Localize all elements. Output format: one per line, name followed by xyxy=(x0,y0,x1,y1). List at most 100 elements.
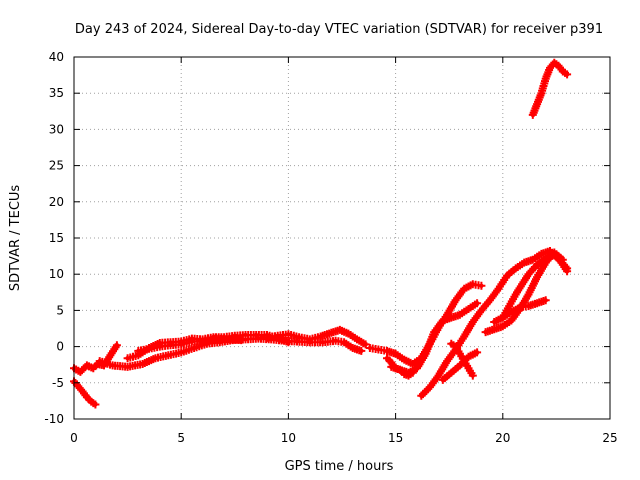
data-point xyxy=(440,377,445,383)
data-point xyxy=(179,350,184,355)
data-point xyxy=(296,335,302,340)
data-point xyxy=(318,334,323,339)
data-point xyxy=(545,254,550,259)
data-point xyxy=(91,366,96,371)
series-arc-p xyxy=(528,58,572,119)
x-tick-label: 10 xyxy=(281,431,296,445)
data-point xyxy=(496,286,501,291)
series-arc-b xyxy=(70,377,100,409)
data-point xyxy=(474,350,480,355)
data-point xyxy=(275,333,280,338)
data-point xyxy=(80,389,85,394)
data-point xyxy=(466,366,471,371)
data-point xyxy=(534,274,540,280)
tick-layer: 0 5 10 15 20 25 -10 -5 0 5 10 15 20 25 30 35 40 xyxy=(44,50,617,445)
data-point xyxy=(354,337,360,342)
data-point xyxy=(457,351,463,356)
series-arc-e xyxy=(134,334,246,355)
data-point xyxy=(146,346,152,351)
chart-title: Day 243 of 2024, Sidereal Day-to-day VTE… xyxy=(75,22,603,37)
y-tick-label: 0 xyxy=(56,340,64,354)
data-point xyxy=(474,301,480,306)
series-arc-i xyxy=(383,354,417,380)
data-point xyxy=(500,315,505,320)
data-point xyxy=(239,337,244,343)
data-point xyxy=(479,308,484,313)
series-arc-f xyxy=(263,325,370,349)
data-point xyxy=(337,327,343,333)
data-point xyxy=(84,395,90,400)
series-arc-j xyxy=(417,247,572,400)
data-point xyxy=(462,334,467,339)
data-point xyxy=(397,367,403,372)
data-point xyxy=(543,76,548,81)
data-point xyxy=(552,253,557,258)
data-point xyxy=(414,366,420,371)
data-point xyxy=(449,370,454,375)
data-point xyxy=(78,369,83,375)
data-point xyxy=(564,72,570,77)
data-point xyxy=(530,112,535,118)
data-point xyxy=(402,357,407,362)
data-point xyxy=(97,358,102,364)
data-point xyxy=(483,329,488,335)
series-markers xyxy=(490,296,550,326)
data-point xyxy=(509,318,514,323)
y-tick-label: 25 xyxy=(49,159,64,173)
y-tick-label: 40 xyxy=(49,50,64,64)
x-tick-label: 15 xyxy=(388,431,403,445)
data-point xyxy=(359,348,364,354)
data-point xyxy=(286,340,291,345)
data-point xyxy=(449,341,454,346)
data-point xyxy=(444,312,450,317)
data-point xyxy=(125,364,130,370)
series-arc-k xyxy=(447,339,477,380)
data-point xyxy=(264,335,270,341)
data-point xyxy=(226,337,231,342)
data-point xyxy=(286,332,291,337)
data-point xyxy=(462,286,467,291)
data-point xyxy=(504,273,510,278)
data-point xyxy=(534,301,540,306)
data-point xyxy=(564,266,570,271)
x-tick-label: 20 xyxy=(495,431,510,445)
data-point xyxy=(457,312,463,317)
data-point xyxy=(389,360,394,365)
data-point xyxy=(191,345,197,351)
x-tick-label: 25 xyxy=(602,431,617,445)
series-arc-m xyxy=(481,248,567,337)
data-point xyxy=(526,303,531,309)
data-point xyxy=(108,353,113,358)
data-point xyxy=(466,354,471,359)
data-point xyxy=(487,298,493,303)
series-arc-o xyxy=(498,251,572,322)
x-axis-label: GPS time / hours xyxy=(285,459,394,474)
data-point xyxy=(384,348,390,354)
x-tick-label: 5 xyxy=(177,431,185,445)
y-tick-label: 35 xyxy=(49,86,64,100)
data-point xyxy=(547,65,553,71)
data-point xyxy=(329,330,334,335)
data-point xyxy=(492,327,497,332)
data-point xyxy=(522,260,527,265)
data-point xyxy=(76,384,81,389)
data-point xyxy=(166,353,171,358)
data-point xyxy=(307,337,312,342)
data-point xyxy=(393,351,398,356)
data-point xyxy=(466,306,471,312)
data-point xyxy=(419,393,424,398)
y-tick-label: -10 xyxy=(44,412,64,426)
data-point xyxy=(427,384,433,390)
data-point xyxy=(470,282,475,287)
data-point xyxy=(526,292,531,297)
y-tick-label: 30 xyxy=(49,122,64,136)
data-point xyxy=(470,373,475,378)
data-point xyxy=(513,266,518,271)
data-point xyxy=(384,356,390,361)
data-point xyxy=(539,251,544,257)
data-point xyxy=(552,60,557,65)
data-point xyxy=(350,345,355,351)
data-point xyxy=(254,332,259,338)
y-tick-label: 5 xyxy=(56,303,64,317)
